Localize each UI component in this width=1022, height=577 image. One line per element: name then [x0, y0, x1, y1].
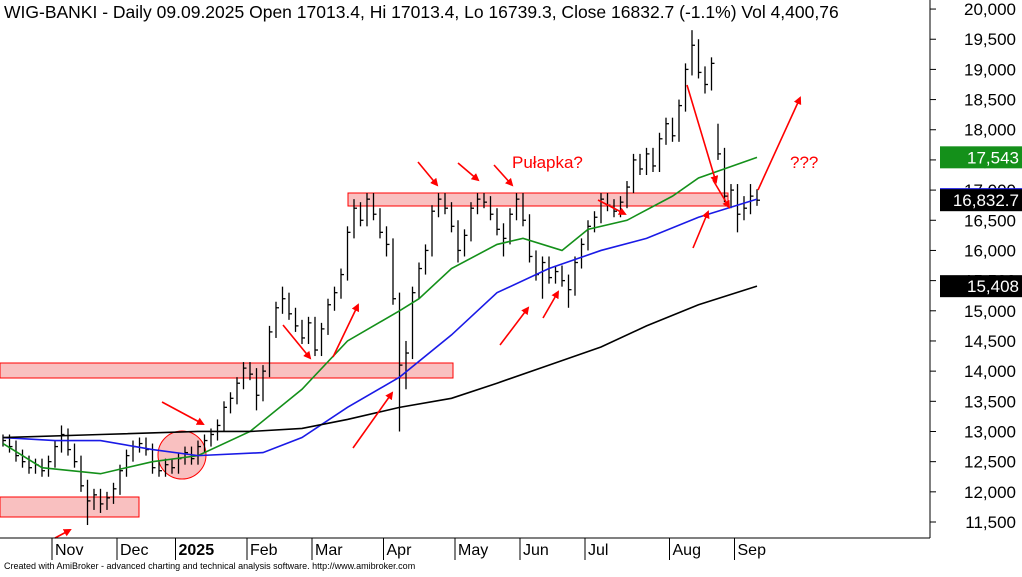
x-tick-label: Jun	[523, 542, 549, 559]
y-tick-label: 12,000	[964, 483, 1016, 502]
y-tick-label: 18,500	[964, 91, 1016, 110]
x-tick-label: Nov	[55, 542, 83, 559]
arrow	[54, 529, 72, 539]
annotation: ???	[790, 153, 818, 172]
value-box-label: 16,832.7	[953, 191, 1019, 210]
footer: Created with AmiBroker - advanced charti…	[4, 561, 415, 571]
arrow	[457, 162, 480, 182]
arrow	[282, 324, 312, 360]
x-tick-label: 2025	[179, 542, 215, 559]
arrows	[54, 84, 802, 539]
value-box-label: 17,543	[967, 148, 1019, 167]
zone	[0, 496, 140, 518]
moving-average	[2, 285, 758, 439]
y-tick-label: 20,000	[964, 0, 1016, 19]
x-tick-label: Mar	[315, 542, 343, 559]
y-tick-label: 15,000	[964, 302, 1016, 321]
value-box	[940, 146, 1022, 169]
x-tick-label: Feb	[250, 542, 278, 559]
moving-average	[2, 156, 758, 475]
arrow	[352, 391, 394, 449]
y-tick-label: 18,000	[964, 121, 1016, 140]
arrow	[417, 161, 439, 187]
y-tick-label: 14,000	[964, 362, 1016, 381]
arrow	[712, 179, 731, 209]
arrow	[161, 401, 205, 425]
x-tick-label: Apr	[387, 542, 413, 559]
x-tick-label: Sep	[738, 542, 767, 559]
arrow	[493, 164, 514, 187]
annotation: Pułapka?	[512, 153, 583, 172]
arrow	[757, 96, 802, 191]
axis: 11,500 12,000 12,500 13,000 13,500 14,000 14,5…	[51, 0, 1022, 560]
x-tick-label: Dec	[120, 542, 148, 559]
moving-average	[2, 198, 758, 457]
y-tick-label: 13,000	[964, 422, 1016, 441]
x-tick-label: Jul	[588, 542, 608, 559]
arrow	[686, 84, 719, 184]
arrow	[542, 290, 559, 319]
y-tick-label: 12,500	[964, 453, 1016, 472]
value-box-label: 15,408	[967, 277, 1019, 296]
y-tick-label: 14,500	[964, 332, 1016, 351]
y-tick-label: 19,500	[964, 30, 1016, 49]
arrow	[692, 210, 710, 249]
zone	[347, 192, 729, 207]
value-box	[940, 275, 1022, 298]
arrow	[499, 306, 530, 346]
arrow	[597, 199, 627, 215]
x-tick-label: May	[458, 542, 488, 559]
zone	[0, 362, 454, 379]
y-tick-label: 16,000	[964, 241, 1016, 260]
chart-title: WIG-BANKI - Daily 09.09.2025 Open 17013.…	[4, 2, 839, 22]
plot	[2, 30, 760, 526]
y-tick-label: 19,000	[964, 60, 1016, 79]
y-tick-label: 16,500	[964, 211, 1016, 230]
y-tick-label: 11,500	[965, 513, 1016, 532]
arrow	[332, 303, 360, 358]
y-tick-label: 13,500	[964, 392, 1016, 411]
zones	[0, 192, 729, 518]
value-box	[940, 189, 1022, 212]
x-tick-label: Aug	[673, 542, 701, 559]
